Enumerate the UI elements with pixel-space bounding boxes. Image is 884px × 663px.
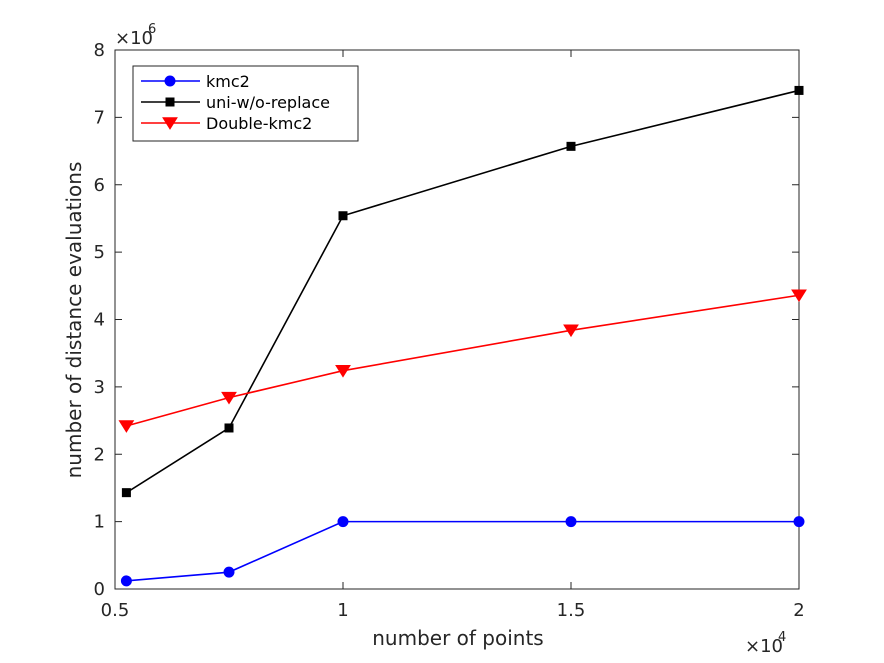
data-point xyxy=(791,289,807,303)
y-tick-label: 5 xyxy=(94,242,105,263)
data-point xyxy=(221,391,237,405)
x-tick-label: 1.5 xyxy=(557,600,586,621)
series-line xyxy=(126,294,800,427)
data-point xyxy=(566,141,576,151)
legend: kmc2 uni-w/o-replace Double-kmc2 xyxy=(132,65,359,142)
data-point xyxy=(224,423,234,433)
data-point xyxy=(335,364,351,378)
y-tick-label: 8 xyxy=(94,40,105,61)
legend-label: kmc2 xyxy=(206,72,250,91)
data-point xyxy=(118,420,135,433)
data-point xyxy=(121,488,131,498)
data-point xyxy=(338,211,348,221)
y-tick-label: 0 xyxy=(94,579,105,600)
legend-marker xyxy=(162,117,178,130)
legend-item: uni-w/o-replace xyxy=(141,93,330,112)
data-point xyxy=(120,575,132,587)
svg-text:×10: ×10 xyxy=(115,28,153,49)
series-double-kmc2 xyxy=(118,289,807,433)
x-tick-label: 2 xyxy=(793,600,804,621)
data-point xyxy=(794,85,804,95)
legend-label: Double-kmc2 xyxy=(206,114,312,133)
series-uni-w-o-replace xyxy=(121,85,804,498)
x-tick-label: 1 xyxy=(337,600,348,621)
y-axis: 0 1 2 3 4 5 6 7 8 xyxy=(94,40,799,600)
y-tick-label: 4 xyxy=(94,310,105,331)
legend-marker xyxy=(164,75,176,87)
legend-marker xyxy=(165,97,175,107)
legend-item: kmc2 xyxy=(141,72,250,91)
series-layer xyxy=(118,85,807,587)
x-multiplier: ×10 4 xyxy=(745,630,786,657)
data-point xyxy=(565,516,577,528)
y-tick-label: 6 xyxy=(94,175,105,196)
data-point xyxy=(337,516,349,528)
legend-item: Double-kmc2 xyxy=(141,114,312,133)
data-point xyxy=(223,566,235,578)
x-axis: 0.5 1 1.5 2 xyxy=(101,50,805,621)
svg-text:6: 6 xyxy=(148,22,156,37)
svg-text:4: 4 xyxy=(778,630,786,645)
y-tick-label: 1 xyxy=(94,512,105,533)
y-tick-label: 3 xyxy=(94,377,105,398)
series-kmc2 xyxy=(120,516,805,587)
data-point xyxy=(793,516,805,528)
y-tick-label: 2 xyxy=(94,444,105,465)
svg-text:×10: ×10 xyxy=(745,636,783,657)
legend-label: uni-w/o-replace xyxy=(206,93,330,112)
x-axis-label: number of points xyxy=(372,626,543,650)
y-axis-label: number of distance evaluations xyxy=(62,162,86,479)
y-tick-label: 7 xyxy=(94,107,105,128)
data-point xyxy=(563,324,579,338)
y-multiplier: ×10 6 xyxy=(115,22,156,49)
x-tick-label: 0.5 xyxy=(101,600,130,621)
